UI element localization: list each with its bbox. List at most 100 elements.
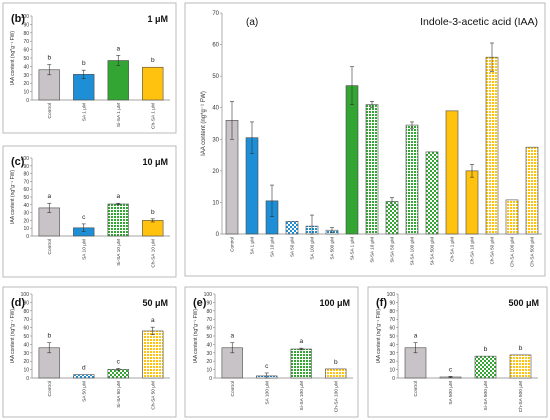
y-tick-label: 100	[21, 156, 30, 162]
y-tick-label: 10	[206, 368, 212, 374]
y-tick-label: 40	[23, 64, 29, 70]
y-tick-label: 60	[206, 326, 212, 332]
bar-3	[474, 355, 497, 379]
y-tick-label: 20	[23, 218, 29, 224]
category-label: SA 1 μM	[250, 237, 255, 255]
panel-label: (a)	[246, 17, 258, 28]
panel-frame	[184, 2, 546, 277]
bar-8	[365, 104, 379, 235]
category-label: Si-SA 500 μM	[483, 381, 489, 410]
panel-label: (d)	[11, 297, 25, 309]
y-tick-label: 60	[389, 326, 395, 332]
y-tick-label: 80	[23, 309, 29, 315]
category-label: Ch-SA 50 μM	[490, 237, 495, 265]
y-tick-label: 0	[26, 376, 29, 382]
y-tick-label: 50	[212, 74, 219, 80]
category-label: SA 50 μM	[81, 381, 87, 402]
panel-label: (f)	[376, 297, 387, 309]
category-label: Si-SA 100 μM	[299, 381, 305, 410]
y-tick-label: 80	[23, 31, 29, 37]
y-tick-label: 10	[23, 368, 29, 374]
y-tick-label: 60	[23, 48, 29, 54]
y-tick-label: 20	[206, 359, 212, 365]
concentration-label: 500 μM	[508, 298, 539, 308]
y-tick-label: 90	[23, 22, 29, 28]
y-tick-label: 20	[23, 81, 29, 87]
bar-11	[425, 151, 439, 235]
y-tick-label: 40	[389, 342, 395, 348]
bar-7	[345, 85, 359, 235]
y-axis-title: IAA content (ng*g⁻¹ FW)	[10, 31, 16, 85]
bar-3	[107, 203, 129, 237]
bar-10	[405, 124, 419, 235]
y-tick-label: 20	[23, 359, 29, 365]
y-tick-label: 0	[392, 376, 395, 382]
chart-panel-b: 0 10 20 30 40 50 60 70 80 90 100 IAA content (ng*g⁻…	[2, 2, 177, 134]
y-tick-label: 50	[389, 334, 395, 340]
y-tick-label: 60	[23, 326, 29, 332]
bar-4	[142, 66, 164, 101]
y-tick-label: 50	[23, 56, 29, 62]
y-axis-title: IAA content (ng*g⁻¹ FW)	[201, 91, 207, 156]
significance-letter: a	[116, 193, 120, 200]
significance-letter: d	[82, 365, 86, 372]
bar-13	[465, 170, 479, 235]
category-label: Ch-SA 100 μM	[510, 237, 515, 267]
y-tick-label: 80	[389, 309, 395, 315]
y-tick-label: 90	[23, 164, 29, 170]
significance-letter: b	[82, 60, 86, 67]
category-label: Ch-SA 500 μM	[518, 381, 524, 412]
y-tick-label: 30	[206, 351, 212, 357]
y-tick-label: 0	[26, 234, 29, 240]
y-tick-label: 20	[389, 359, 395, 365]
y-tick-label: 90	[23, 300, 29, 306]
significance-letter: c	[265, 363, 269, 370]
y-tick-label: 10	[212, 200, 219, 206]
category-label: Ch-SA 500 μM	[530, 237, 535, 267]
bar-16	[525, 146, 539, 235]
y-tick-label: 100	[21, 14, 30, 20]
category-label: Si-SA 50 μM	[390, 237, 395, 263]
y-tick-label: 20	[212, 169, 219, 175]
chart-panel-f: 0 10 20 30 40 50 60 70 80 90 100 IAA content (ng*g⁻…	[367, 286, 548, 418]
y-axis-title: IAA content (ng*g⁻¹ FW)	[10, 309, 16, 363]
y-tick-label: 10	[389, 368, 395, 374]
y-tick-label: 70	[212, 11, 219, 17]
y-tick-label: 70	[23, 39, 29, 45]
category-label: Control	[230, 381, 236, 396]
y-tick-label: 80	[206, 309, 212, 315]
significance-letter: c	[82, 214, 86, 221]
category-label: SA 500 μM	[330, 237, 335, 260]
category-label: Ch-SA 1 μM	[150, 103, 156, 129]
y-tick-label: 40	[212, 106, 219, 112]
significance-letter: a	[230, 333, 234, 340]
category-label: Control	[230, 237, 235, 252]
y-tick-label: 70	[23, 317, 29, 323]
y-axis-title: IAA content (ng*g⁻¹ FW)	[376, 309, 382, 363]
chart-title: Indole-3-acetic acid (IAA)	[420, 16, 538, 28]
category-label: Control	[413, 381, 419, 396]
bar-4	[142, 220, 164, 237]
y-tick-label: 50	[23, 334, 29, 340]
category-label: Si-SA 1 μM	[350, 237, 355, 260]
significance-letter: c	[449, 366, 453, 373]
significance-letter: a	[47, 193, 51, 200]
category-label: Si-SA 10 μM	[370, 237, 375, 263]
category-label: SA 100 μM	[264, 381, 270, 405]
y-tick-label: 0	[216, 232, 220, 238]
panel-frame	[184, 286, 359, 418]
significance-letter: c	[117, 358, 121, 365]
y-tick-label: 60	[23, 187, 29, 193]
category-label: Si-SA 100 μM	[410, 237, 415, 265]
bar-15	[505, 199, 519, 235]
y-tick-label: 100	[204, 292, 213, 298]
category-label: SA 500 μM	[448, 381, 454, 405]
y-tick-label: 40	[206, 342, 212, 348]
significance-letter: b	[151, 209, 155, 216]
bar-14	[485, 56, 499, 235]
y-tick-label: 90	[389, 300, 395, 306]
category-label: SA 1 μM	[81, 103, 87, 121]
category-label: SA 100 μM	[310, 237, 315, 260]
